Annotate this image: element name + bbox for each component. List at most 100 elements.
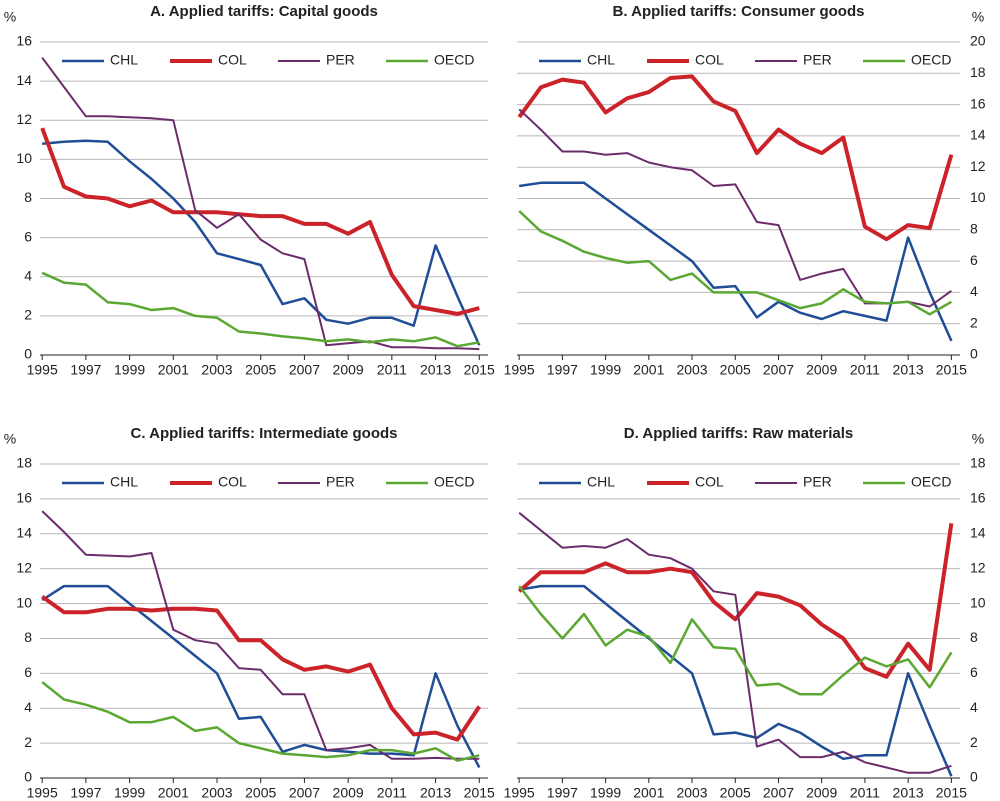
x-tick-label: 2013 (420, 785, 451, 801)
y-tick-label: 12 (16, 559, 32, 575)
y-tick-label: 20 (970, 33, 986, 49)
y-tick-label: 2 (970, 314, 978, 330)
legend-label: PER (803, 52, 832, 68)
x-tick-label: 2015 (464, 785, 495, 801)
y-tick-label: 2 (970, 734, 978, 750)
y-tick-label: 14 (16, 524, 32, 540)
x-tick-label: 2013 (420, 362, 451, 378)
legend-label: PER (326, 474, 355, 490)
series-line (41, 681, 480, 762)
y-tick-label: 18 (970, 455, 986, 471)
y-tick-label: 16 (970, 490, 986, 506)
x-tick-label: 2003 (676, 362, 707, 378)
y-tick-label: 2 (24, 734, 32, 750)
x-tick-label: 2013 (893, 362, 924, 378)
y-tick-label: 12 (970, 158, 986, 174)
series-line (42, 139, 481, 346)
y-tick-label: 18 (16, 455, 32, 471)
series-line (41, 57, 480, 351)
y-tick-label: 18 (970, 64, 986, 80)
series-line (519, 584, 953, 777)
y-tick-label: 6 (970, 252, 978, 268)
y-tick-label: 14 (970, 524, 986, 540)
legend-label: CHL (587, 474, 615, 490)
x-tick-label: 2015 (936, 785, 967, 801)
y-tick-label: 8 (24, 629, 32, 645)
y-tick-label: 16 (16, 33, 32, 49)
x-tick-label: 2013 (893, 785, 924, 801)
x-tick-label: 1999 (114, 362, 145, 378)
y-tick-label: 12 (970, 559, 986, 575)
y-tick-label: 10 (970, 594, 986, 610)
chart-title: C. Applied tariffs: Intermediate goods (131, 425, 398, 442)
x-tick-label: 2009 (333, 785, 364, 801)
y-unit: % (972, 9, 984, 25)
x-tick-label: 1997 (70, 362, 101, 378)
y-tick-label: 12 (16, 111, 32, 127)
x-tick-label: 2011 (377, 785, 407, 801)
x-tick-label: 2009 (333, 362, 364, 378)
series-line (517, 74, 954, 242)
x-tick-label: 2001 (158, 785, 189, 801)
x-tick-label: 1999 (590, 362, 621, 378)
x-tick-label: 1999 (590, 785, 621, 801)
series-line (518, 585, 953, 696)
legend-label: OECD (911, 52, 951, 68)
y-tick-label: 4 (970, 283, 978, 299)
y-tick-label: 0 (970, 769, 978, 785)
y-tick-label: 14 (970, 127, 986, 143)
x-tick-label: 2005 (720, 362, 751, 378)
x-tick-label: 2007 (289, 785, 320, 801)
x-tick-label: 1995 (504, 785, 535, 801)
x-tick-label: 1997 (547, 362, 578, 378)
series-line (41, 271, 480, 348)
y-tick-label: 10 (16, 594, 32, 610)
y-tick-label: 0 (24, 769, 32, 785)
y-tick-label: 16 (16, 490, 32, 506)
y-tick-label: 0 (970, 346, 978, 362)
series-line (517, 523, 954, 679)
legend-label: CHL (110, 474, 138, 490)
y-tick-label: 0 (24, 346, 32, 362)
chart-title: B. Applied tariffs: Consumer goods (613, 3, 865, 20)
y-tick-label: 8 (24, 189, 32, 205)
x-tick-label: 2001 (158, 362, 189, 378)
legend-label: PER (803, 474, 832, 490)
y-tick-label: 16 (970, 95, 986, 111)
y-tick-label: 2 (24, 307, 32, 323)
series-line (518, 512, 952, 774)
chart-title: D. Applied tariffs: Raw materials (624, 425, 854, 442)
x-tick-label: 2009 (806, 785, 837, 801)
y-tick-label: 4 (24, 699, 32, 715)
legend-label: COL (218, 474, 247, 490)
y-tick-label: 10 (16, 150, 32, 166)
series-line (519, 181, 953, 342)
x-tick-label: 2011 (850, 362, 880, 378)
y-tick-label: 6 (970, 664, 978, 680)
series-line (41, 584, 481, 769)
x-tick-label: 1995 (27, 362, 58, 378)
x-tick-label: 2011 (850, 785, 880, 801)
x-tick-label: 1997 (547, 785, 578, 801)
legend-label: COL (695, 52, 724, 68)
x-tick-label: 2015 (464, 362, 495, 378)
y-tick-label: 10 (970, 189, 986, 205)
legend-label: OECD (911, 474, 951, 490)
x-tick-label: 1995 (27, 785, 58, 801)
x-tick-label: 2003 (676, 785, 707, 801)
y-unit: % (4, 431, 16, 447)
x-tick-label: 2009 (806, 362, 837, 378)
x-tick-label: 2015 (936, 362, 967, 378)
x-tick-label: 2007 (763, 362, 794, 378)
x-tick-label: 2005 (245, 785, 276, 801)
legend-label: CHL (587, 52, 615, 68)
x-tick-label: 1999 (114, 785, 145, 801)
y-tick-label: 8 (970, 221, 978, 237)
y-tick-label: 14 (16, 72, 32, 88)
series-line (518, 210, 953, 316)
legend-label: OECD (434, 52, 474, 68)
x-tick-label: 2005 (245, 362, 276, 378)
x-tick-label: 2007 (289, 362, 320, 378)
legend-label: COL (695, 474, 724, 490)
